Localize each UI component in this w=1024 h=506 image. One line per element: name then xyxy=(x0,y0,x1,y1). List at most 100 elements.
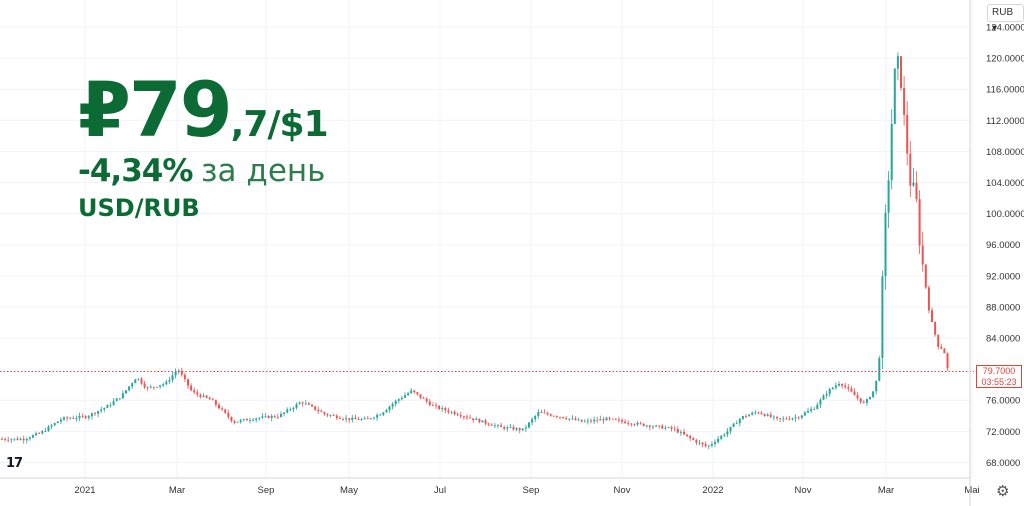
candle-body xyxy=(233,420,236,423)
candle-body xyxy=(388,406,391,410)
y-tick-label: 92.0000 xyxy=(986,271,1020,282)
candle-body xyxy=(462,416,465,418)
y-tick-label: 84.0000 xyxy=(986,334,1020,345)
candle-body xyxy=(10,439,13,441)
candle-body xyxy=(7,439,10,441)
candle-body xyxy=(63,417,65,420)
candle-body xyxy=(819,399,822,405)
candle-body xyxy=(785,418,788,420)
candle-body xyxy=(450,411,453,413)
candle-body xyxy=(813,409,816,410)
candle-body xyxy=(605,417,608,421)
candle-body xyxy=(32,435,34,438)
candle-body xyxy=(745,416,747,417)
candle-body xyxy=(143,383,146,388)
candle-body xyxy=(707,445,710,447)
candle-body xyxy=(670,427,673,429)
last-price-value: 79.7000 xyxy=(982,366,1016,377)
candle-body xyxy=(940,346,943,349)
candle-body xyxy=(1,439,3,440)
y-tick-label: 108.0000 xyxy=(986,147,1024,158)
candle-body xyxy=(118,398,121,400)
candle-body xyxy=(689,435,692,439)
y-tick-label: 124.0000 xyxy=(986,23,1024,34)
candle-body xyxy=(208,397,211,400)
change-label: за день xyxy=(201,153,326,189)
candle-body xyxy=(162,384,165,386)
candle-body xyxy=(84,416,87,418)
candle-body xyxy=(664,427,667,429)
candle-body xyxy=(230,416,233,421)
candle-body xyxy=(400,397,403,400)
daily-change: -4,34% за день xyxy=(78,154,328,188)
currency-pair: USD/RUB xyxy=(78,194,200,222)
y-tick-label: 88.0000 xyxy=(986,302,1020,313)
candle-body xyxy=(757,412,760,414)
candle-body xyxy=(555,416,558,417)
candle-body xyxy=(621,420,623,422)
candle-body xyxy=(735,423,738,425)
candle-body xyxy=(357,419,360,420)
candle-body xyxy=(75,418,78,419)
gear-icon[interactable]: ⚙ xyxy=(996,483,1010,500)
candle-body xyxy=(565,418,568,420)
candle-body xyxy=(199,394,202,397)
candle-body xyxy=(881,276,884,359)
candle-body xyxy=(673,428,676,430)
candle-body xyxy=(304,403,307,405)
candle-body xyxy=(72,418,75,420)
candle-body xyxy=(915,182,918,200)
candle-body xyxy=(16,438,19,440)
candle-body xyxy=(714,442,716,444)
candle-body xyxy=(363,418,366,420)
candle-body xyxy=(698,442,701,444)
y-tick-label: 72.0000 xyxy=(986,427,1020,438)
candle-body xyxy=(345,418,348,420)
candle-body xyxy=(317,409,320,412)
candle-body xyxy=(652,426,654,428)
candle-body xyxy=(748,414,751,417)
candle-body xyxy=(776,416,778,419)
candle-body xyxy=(475,418,478,421)
y-tick-label: 68.0000 xyxy=(986,458,1020,469)
candle-body xyxy=(896,56,899,69)
candle-body xyxy=(909,153,912,186)
candle-body xyxy=(431,405,434,406)
candle-body xyxy=(797,417,800,419)
tradingview-logo[interactable]: 17 xyxy=(6,456,23,471)
candle-body xyxy=(326,414,329,416)
candle-body xyxy=(109,404,112,406)
candle-body xyxy=(810,409,813,411)
candle-body xyxy=(47,426,50,432)
candle-body xyxy=(146,387,149,389)
candle-body xyxy=(425,398,428,402)
candle-body xyxy=(69,418,72,420)
candle-body xyxy=(859,398,862,403)
x-tick-label: Sep xyxy=(523,485,540,496)
candle-body xyxy=(853,391,856,396)
candle-body xyxy=(97,411,100,414)
candle-body xyxy=(754,412,757,414)
candle-body xyxy=(844,385,847,388)
candle-body xyxy=(723,434,726,436)
candle-body xyxy=(661,425,664,429)
currency-select[interactable]: RUB ▾ xyxy=(987,4,1024,34)
candle-body xyxy=(763,414,766,416)
candle-body xyxy=(397,399,400,401)
candle-body xyxy=(441,408,444,409)
candle-body xyxy=(878,358,881,381)
candle-body xyxy=(149,386,152,388)
candle-body xyxy=(869,397,871,400)
candle-body xyxy=(803,412,806,416)
candle-body xyxy=(59,419,62,422)
x-tick-label: Jul xyxy=(434,485,446,496)
candle-body xyxy=(552,415,555,417)
candle-body xyxy=(590,420,592,422)
candle-body xyxy=(298,402,301,405)
candle-body xyxy=(683,431,685,435)
candle-body xyxy=(376,414,379,418)
candle-body xyxy=(115,398,118,402)
candle-body xyxy=(106,405,109,408)
